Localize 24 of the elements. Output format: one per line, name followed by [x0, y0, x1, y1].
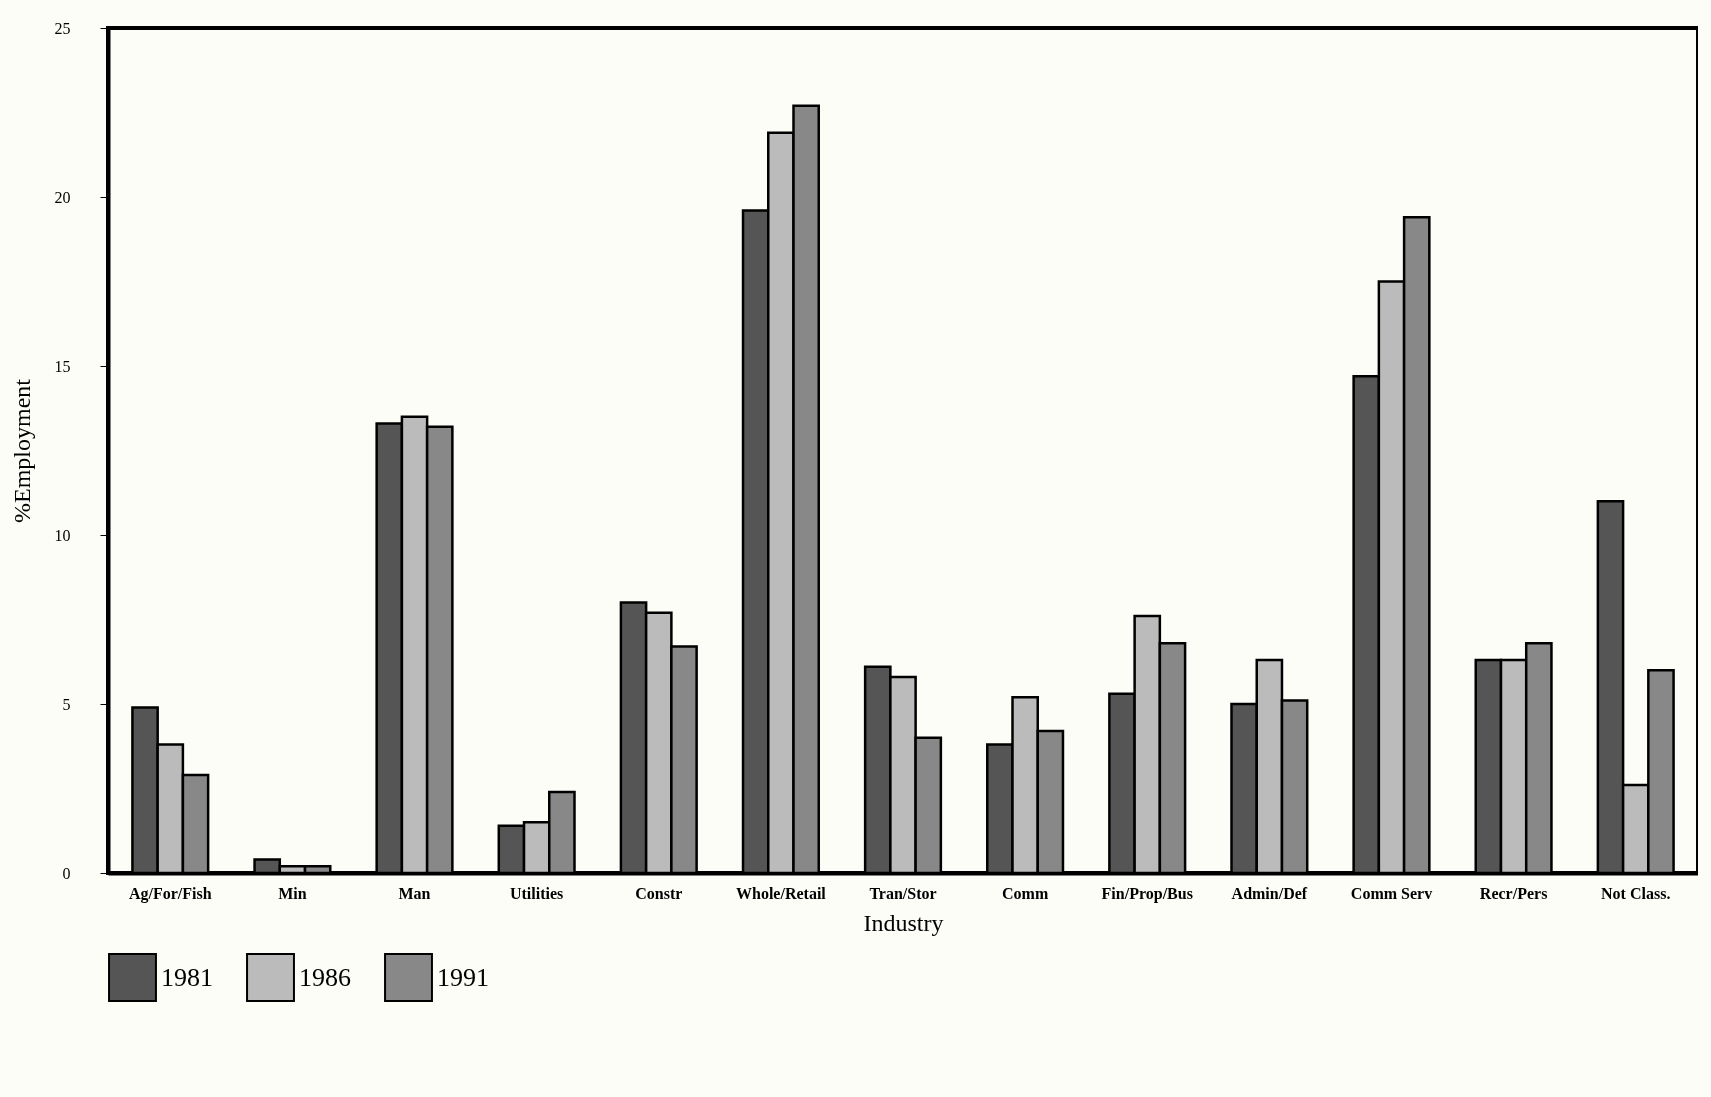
- legend-label: 1986: [299, 962, 351, 992]
- x-tick-label: Utilities: [509, 884, 564, 902]
- x-tick-label: Man: [398, 884, 431, 902]
- x-tick-label: Comm Serv: [1350, 884, 1433, 902]
- x-tick-label: Comm: [1002, 884, 1049, 902]
- y-tick-label: 0: [62, 864, 71, 882]
- y-axis-title: %Employment: [8, 378, 35, 523]
- y-tick-label: 15: [54, 357, 71, 375]
- y-tick-label: 5: [62, 695, 71, 713]
- x-tick-label: Tran/Stor: [869, 884, 937, 902]
- legend-label: 1981: [161, 962, 213, 992]
- y-tick-label: 20: [54, 188, 71, 206]
- x-tick-label: Recr/Pers: [1479, 884, 1548, 902]
- x-tick-label: Min: [278, 884, 307, 902]
- x-tick-label: Fin/Prop/Bus: [1101, 884, 1193, 903]
- y-tick-label: 25: [54, 19, 71, 37]
- x-tick-label: Not Class.: [1601, 884, 1671, 902]
- x-tick-label: Admin/Def: [1231, 884, 1308, 902]
- x-tick-label: Whole/Retail: [736, 884, 827, 902]
- legend-label: 1991: [437, 962, 489, 992]
- y-tick-label: 10: [54, 526, 71, 544]
- x-axis-title: Industry: [863, 909, 944, 936]
- x-tick-label: Ag/For/Fish: [128, 884, 212, 903]
- x-tick-label: Constr: [635, 884, 683, 902]
